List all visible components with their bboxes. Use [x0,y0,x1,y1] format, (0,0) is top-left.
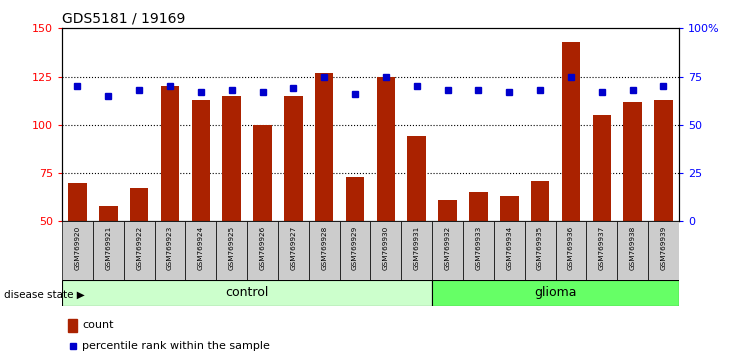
Text: count: count [82,320,114,330]
Bar [438,200,457,221]
Bar [525,221,556,280]
Bar [130,188,148,221]
Text: GSM769923: GSM769923 [167,226,173,270]
Bar [493,221,525,280]
Bar [124,221,155,280]
Text: GSM769939: GSM769939 [661,226,666,270]
Bar [284,96,303,221]
Text: percentile rank within the sample: percentile rank within the sample [82,341,270,351]
Text: GSM769921: GSM769921 [105,226,111,270]
Bar [191,100,210,221]
Bar [463,221,493,280]
Bar [62,280,432,306]
Text: glioma: glioma [534,286,577,299]
Bar [309,221,339,280]
Bar [346,177,364,221]
Bar [68,183,87,221]
Bar [185,221,216,280]
Text: GSM769929: GSM769929 [352,226,358,270]
Text: GSM769926: GSM769926 [260,226,266,270]
Bar [339,221,371,280]
Bar [223,96,241,221]
Bar [278,221,309,280]
Text: GSM769927: GSM769927 [291,226,296,270]
Bar [500,196,518,221]
Bar [93,221,124,280]
Bar [161,86,180,221]
Bar [593,115,611,221]
Text: GSM769932: GSM769932 [445,226,450,270]
Bar [407,136,426,221]
Text: GSM769934: GSM769934 [507,226,512,270]
Bar [432,221,463,280]
Bar [216,221,247,280]
Bar [99,206,118,221]
Bar [432,280,679,306]
Text: GSM769936: GSM769936 [568,226,574,270]
Text: GSM769924: GSM769924 [198,226,204,270]
Bar [371,221,402,280]
Text: GSM769920: GSM769920 [74,226,80,270]
Bar [531,181,550,221]
Bar [586,221,617,280]
Bar [402,221,432,280]
Text: GSM769935: GSM769935 [537,226,543,270]
Text: GSM769922: GSM769922 [137,226,142,270]
Text: GDS5181 / 19169: GDS5181 / 19169 [62,12,185,26]
Text: GSM769933: GSM769933 [475,226,481,270]
Bar [623,102,642,221]
Bar [556,221,586,280]
Bar [469,192,488,221]
Text: disease state ▶: disease state ▶ [4,290,85,299]
Bar [155,221,185,280]
Bar [62,221,93,280]
Text: control: control [226,286,269,299]
Bar [253,125,272,221]
Bar [654,100,673,221]
Bar [648,221,679,280]
Text: GSM769938: GSM769938 [630,226,636,270]
Bar [68,319,77,332]
Text: GSM769928: GSM769928 [321,226,327,270]
Bar [377,76,395,221]
Text: GSM769925: GSM769925 [228,226,234,270]
Bar [561,42,580,221]
Text: GSM769937: GSM769937 [599,226,604,270]
Bar [315,73,334,221]
Bar [617,221,648,280]
Text: GSM769930: GSM769930 [383,226,389,270]
Text: GSM769931: GSM769931 [414,226,420,270]
Bar [247,221,278,280]
